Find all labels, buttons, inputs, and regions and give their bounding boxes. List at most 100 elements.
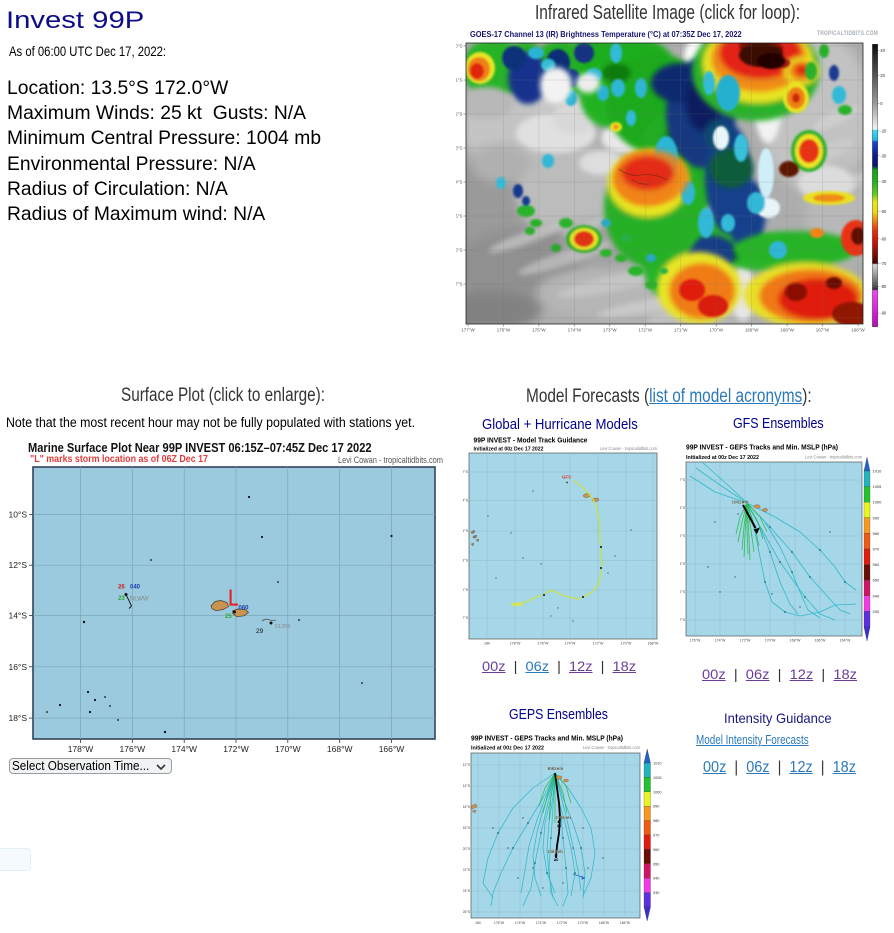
svg-text:960: 960: [873, 562, 880, 567]
svg-text:GFS: GFS: [562, 475, 571, 480]
svg-text:40: 40: [880, 48, 885, 53]
svg-text:166°W: 166°W: [815, 639, 826, 643]
svg-text:16°S: 16°S: [463, 529, 469, 533]
svg-text:930: 930: [653, 891, 659, 895]
svg-text:51209: 51209: [275, 624, 290, 630]
svg-text:-40: -40: [880, 179, 887, 184]
svg-text:170°W: 170°W: [275, 744, 301, 754]
svg-text:174°W: 174°W: [715, 639, 726, 643]
svg-text:1000: 1000: [873, 500, 883, 505]
svg-text:22°S: 22°S: [463, 868, 471, 872]
svg-text:940: 940: [653, 877, 659, 881]
svg-text:930: 930: [873, 609, 880, 614]
svg-text:Initialized at 00z Dec 17 2022: Initialized at 00z Dec 17 2022: [474, 447, 544, 453]
svg-text:1010: 1010: [653, 762, 661, 766]
svg-text:1002mb: 1002mb: [731, 500, 748, 505]
svg-text:16°S: 16°S: [8, 662, 27, 672]
svg-text:18°S: 18°S: [463, 559, 469, 563]
svg-text:NLWW: NLWW: [130, 597, 149, 603]
svg-text:14°S: 14°S: [463, 784, 471, 788]
svg-text:172°W: 172°W: [740, 639, 751, 643]
svg-text:1005: 1005: [873, 484, 883, 489]
svg-text:25: 25: [225, 614, 232, 620]
svg-text:177°W: 177°W: [461, 328, 475, 333]
svg-text:1005: 1005: [653, 776, 661, 780]
svg-text:172°W: 172°W: [638, 328, 652, 333]
svg-text:12°S: 12°S: [456, 112, 463, 117]
svg-text:970: 970: [873, 547, 880, 552]
svg-text:172°W: 172°W: [557, 921, 568, 925]
svg-text:Initialized at 00z Dec 17 2022: Initialized at 00z Dec 17 2022: [686, 455, 759, 461]
svg-text:960: 960: [653, 848, 659, 852]
svg-text:14°S: 14°S: [680, 506, 686, 510]
svg-text:17°S: 17°S: [456, 282, 463, 287]
svg-text:175°W: 175°W: [532, 328, 546, 333]
svg-text:26°S: 26°S: [463, 910, 471, 914]
svg-text:169°W: 169°W: [745, 328, 759, 333]
svg-text:1000mb: 1000mb: [555, 815, 571, 820]
svg-text:22°S: 22°S: [680, 618, 686, 622]
svg-text:168°W: 168°W: [780, 328, 794, 333]
svg-text:-60: -60: [880, 236, 887, 241]
svg-text:170°W: 170°W: [621, 642, 632, 646]
svg-text:176°W: 176°W: [497, 328, 511, 333]
svg-text:180: 180: [475, 921, 481, 925]
svg-text:174°W: 174°W: [565, 642, 576, 646]
svg-text:166°W: 166°W: [620, 921, 631, 925]
svg-text:-90: -90: [880, 311, 887, 316]
svg-text:170°W: 170°W: [765, 639, 776, 643]
svg-text:1002mb: 1002mb: [547, 766, 564, 771]
svg-text:171°W: 171°W: [674, 328, 688, 333]
svg-text:29: 29: [256, 628, 264, 635]
svg-text:173°W: 173°W: [603, 328, 617, 333]
svg-text:168°W: 168°W: [599, 921, 610, 925]
svg-text:990: 990: [873, 515, 880, 520]
svg-text:1000: 1000: [653, 790, 661, 794]
svg-text:166°W: 166°W: [379, 744, 405, 754]
svg-text:20°S: 20°S: [463, 588, 469, 592]
svg-text:26: 26: [557, 824, 561, 828]
svg-text:22°S: 22°S: [463, 616, 469, 620]
svg-text:20°S: 20°S: [680, 590, 686, 594]
svg-text:168°W: 168°W: [790, 639, 801, 643]
svg-text:164°W: 164°W: [840, 639, 851, 643]
svg-text:980: 980: [873, 531, 880, 536]
svg-text:14°S: 14°S: [456, 180, 463, 185]
svg-text:170°W: 170°W: [709, 328, 723, 333]
svg-text:20°S: 20°S: [463, 847, 471, 851]
svg-text:174°W: 174°W: [568, 328, 582, 333]
svg-text:15°S: 15°S: [456, 214, 463, 219]
svg-text:174°W: 174°W: [536, 921, 547, 925]
svg-text:060: 060: [239, 606, 250, 612]
svg-text:176°W: 176°W: [119, 744, 145, 754]
svg-text:18°S: 18°S: [680, 562, 686, 566]
svg-text:167°W: 167°W: [816, 328, 830, 333]
svg-text:11°S: 11°S: [456, 78, 463, 83]
svg-text:20: 20: [880, 73, 885, 78]
svg-text:16°S: 16°S: [456, 248, 463, 253]
svg-text:172°W: 172°W: [223, 744, 249, 754]
svg-text:A0: A0: [554, 858, 559, 862]
svg-text:12°S: 12°S: [463, 763, 471, 767]
svg-text:170°W: 170°W: [578, 921, 589, 925]
svg-text:12°S: 12°S: [463, 470, 469, 474]
svg-text:-20: -20: [880, 128, 887, 133]
svg-text:176°W: 176°W: [690, 639, 701, 643]
svg-text:Initialized at 00z Dec 17 2022: Initialized at 00z Dec 17 2022: [471, 745, 544, 751]
svg-text:14°S: 14°S: [8, 611, 27, 621]
svg-text:23: 23: [118, 596, 125, 602]
svg-text:040: 040: [130, 585, 141, 591]
svg-text:0: 0: [880, 101, 883, 106]
svg-text:16°S: 16°S: [463, 805, 471, 809]
svg-text:178°W: 178°W: [68, 744, 94, 754]
svg-text:174°W: 174°W: [171, 744, 197, 754]
svg-text:Levi Cowan - tropicaltidbits.c: Levi Cowan - tropicaltidbits.com: [600, 446, 657, 451]
svg-text:24°S: 24°S: [463, 889, 471, 893]
svg-text:12°S: 12°S: [8, 560, 27, 570]
svg-text:99P INVEST - Model Track Guida: 99P INVEST - Model Track Guidance: [474, 438, 588, 445]
svg-text:168°W: 168°W: [327, 744, 353, 754]
svg-text:Levi Cowan - tropicaltidbits.c: Levi Cowan - tropicaltidbits.com: [805, 454, 862, 459]
svg-text:168°W: 168°W: [648, 642, 659, 646]
svg-text:-70: -70: [880, 261, 887, 266]
svg-text:-30: -30: [880, 153, 887, 158]
